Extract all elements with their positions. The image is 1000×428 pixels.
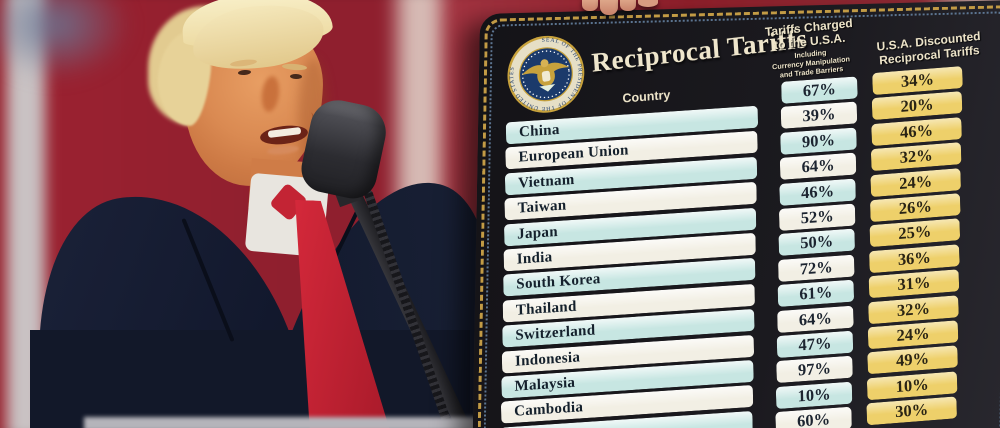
discounted-column: 34% 20% 46% 32% 24% 26% <box>470 0 1000 428</box>
discounted-tariff-value: 31% <box>897 272 931 295</box>
discounted-tariff-value: 24% <box>898 170 933 193</box>
discounted-tariff-cell: 31% <box>868 269 960 299</box>
hand-finger <box>582 0 598 11</box>
discounted-tariff-value: 26% <box>898 196 933 218</box>
discounted-tariff-value: 34% <box>900 69 935 91</box>
discounted-tariff-cell: 30% <box>866 396 958 426</box>
discounted-tariff-value: 20% <box>900 94 934 117</box>
presidential-seal-icon: SEAL OF THE PRESIDENT OF THE UNITED STAT… <box>505 32 587 117</box>
right-eye <box>289 73 303 80</box>
hand-finger <box>600 0 618 15</box>
discounted-tariff-cell: 36% <box>869 243 960 274</box>
hand-finger <box>620 0 636 11</box>
discounted-tariff-value: 25% <box>897 221 932 244</box>
discounted-tariff-value: 24% <box>896 323 930 346</box>
discounted-tariff-value: 49% <box>895 348 930 371</box>
discounted-tariff-cell: 49% <box>867 345 958 375</box>
discounted-tariff-cell: 20% <box>871 91 963 121</box>
discounted-tariff-value: 36% <box>897 247 932 269</box>
overcoat-body <box>30 330 470 428</box>
discounted-tariff-cell: 26% <box>869 193 961 223</box>
discounted-tariff-cell: 25% <box>869 218 961 248</box>
discounted-tariff-cell: 46% <box>871 116 962 146</box>
discounted-tariff-cell: 34% <box>872 66 963 96</box>
discounted-tariff-cell: 32% <box>868 294 959 324</box>
hand-knuckle <box>638 0 658 7</box>
discounted-tariff-value: 46% <box>899 120 934 142</box>
discounted-tariff-value: 32% <box>899 145 933 168</box>
discounted-tariff-value: 10% <box>895 374 929 396</box>
discounted-tariff-cell: 24% <box>870 167 962 197</box>
discounted-tariff-cell: 32% <box>870 142 962 172</box>
blurred-barrier <box>84 417 476 428</box>
discounted-tariff-value: 30% <box>894 399 929 422</box>
discounted-tariff-value: 32% <box>896 298 931 320</box>
tariff-board: SEAL OF THE PRESIDENT OF THE UNITED STAT… <box>470 0 1000 428</box>
discounted-tariff-cell: 24% <box>867 320 959 350</box>
discounted-tariff-cell: 10% <box>866 371 958 401</box>
